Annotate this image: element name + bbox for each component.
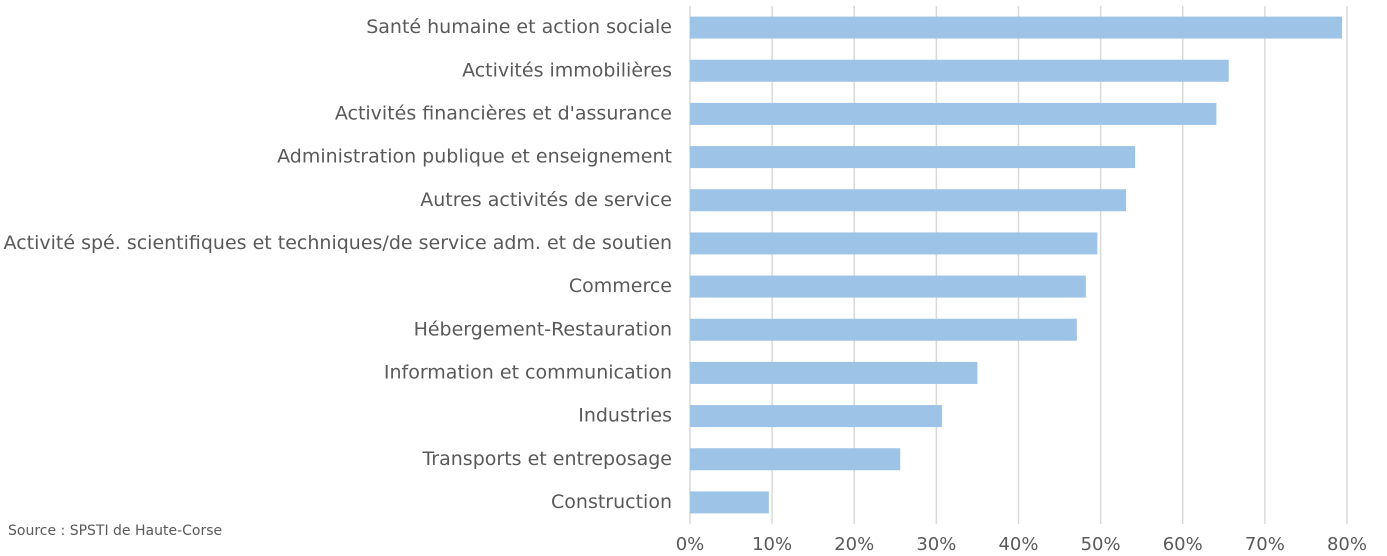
source-note: Source : SPSTI de Haute-Corse (8, 523, 222, 539)
bar (690, 59, 1229, 82)
bar (690, 102, 1217, 125)
x-tick-label: 50% (1081, 534, 1121, 555)
bar (690, 448, 901, 471)
y-tick-label: Transports et entreposage (421, 448, 672, 470)
bar (690, 405, 943, 428)
x-tick-label: 40% (998, 534, 1038, 555)
y-tick-label: Activité spé. scientifiques et technique… (4, 232, 672, 254)
x-tick-label: 80% (1327, 534, 1367, 555)
bar (690, 189, 1127, 212)
bar (690, 361, 978, 384)
y-tick-label: Industries (578, 405, 672, 427)
x-tick-label: 30% (916, 534, 956, 555)
y-tick-label: Commerce (569, 275, 672, 297)
y-tick-label: Activités immobilières (462, 59, 672, 81)
x-tick-label: 70% (1245, 534, 1285, 555)
y-tick-label: Autres activités de service (420, 189, 672, 211)
y-tick-label: Santé humaine et action sociale (366, 16, 672, 38)
y-tick-label: Information et communication (384, 361, 672, 383)
bar (690, 146, 1136, 169)
x-tick-label: 20% (834, 534, 874, 555)
y-tick-label: Hébergement-Restauration (414, 318, 672, 340)
y-tick-label: Construction (551, 491, 672, 513)
x-tick-label: 60% (1163, 534, 1203, 555)
x-tick-label: 0% (676, 534, 705, 555)
x-tick-label: 10% (752, 534, 792, 555)
bar (690, 232, 1098, 255)
bar (690, 491, 769, 514)
bar (690, 16, 1343, 39)
bar (690, 275, 1086, 298)
bar (690, 318, 1077, 341)
y-tick-label: Administration publique et enseignement (277, 146, 672, 168)
y-tick-label: Activités financières et d'assurance (335, 102, 672, 124)
